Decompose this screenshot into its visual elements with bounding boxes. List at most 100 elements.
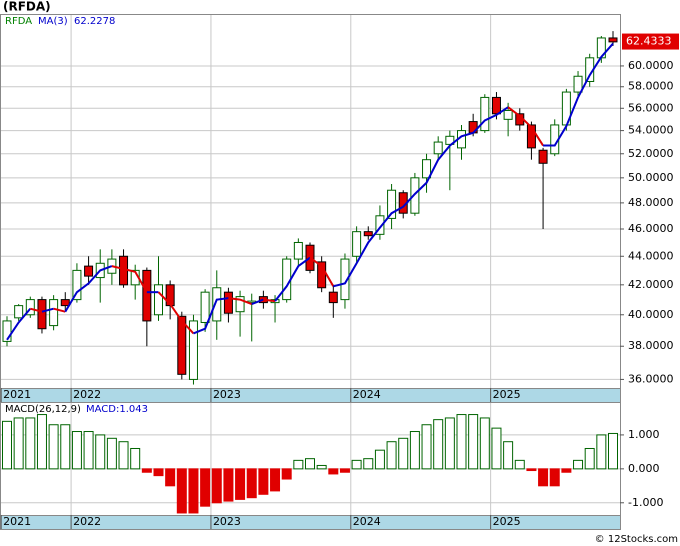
- macd-bar: [584, 447, 595, 470]
- candle-body: [60, 299, 70, 307]
- ma-line: [251, 298, 264, 306]
- ma-line: [157, 291, 195, 335]
- macd-bar: [270, 468, 281, 492]
- macd-legend-value: MACD:1.043: [86, 404, 148, 415]
- candle-body: [608, 37, 618, 43]
- macd-bar: [596, 434, 607, 470]
- macd-bar: [573, 459, 584, 470]
- y-tick-label: 40.0000: [628, 308, 674, 321]
- macd-bar: [433, 419, 444, 470]
- ma-line: [228, 297, 253, 306]
- macd-bar: [60, 424, 71, 470]
- y-tick-label: 52.0000: [628, 147, 674, 160]
- ma-line: [263, 298, 276, 303]
- last-price-label: 62.4333: [626, 35, 672, 48]
- macd-bar: [514, 459, 525, 470]
- y-tick-label: 54.0000: [628, 124, 674, 137]
- footer: © 12Stocks.com: [595, 534, 678, 545]
- macd-bar: [468, 414, 479, 470]
- macd-bar: [153, 468, 164, 477]
- ma-line: [333, 106, 509, 288]
- candle-body: [72, 269, 82, 301]
- y-tick-label: 58.0000: [628, 80, 674, 93]
- x-tick-label: 2025: [493, 515, 521, 528]
- macd-bar: [328, 468, 339, 475]
- y-tick-label: 46.0000: [628, 222, 674, 235]
- macd-bar: [188, 468, 199, 514]
- candle-body: [293, 241, 303, 260]
- candle-body: [433, 141, 443, 155]
- y-tick-label: 50.0000: [628, 171, 674, 184]
- macd-bar: [106, 437, 117, 470]
- macd-bar: [95, 434, 106, 470]
- y-tick-label: 0.000: [628, 462, 660, 475]
- y-tick-label: -1.000: [628, 496, 663, 509]
- candle-body: [387, 189, 397, 219]
- macd-bar: [130, 447, 141, 470]
- candle-body: [573, 75, 583, 93]
- macd-bar: [456, 414, 467, 470]
- candle-body: [84, 265, 94, 277]
- macd-bar: [363, 458, 374, 470]
- y-tick-label: 48.0000: [628, 196, 674, 209]
- macd-bar: [83, 431, 94, 470]
- candle-body: [526, 124, 536, 149]
- candle-body: [235, 296, 245, 313]
- candle-body: [352, 231, 362, 257]
- macd-bar: [2, 420, 12, 470]
- macd-bar: [561, 468, 572, 473]
- legend-ma-value: 62.2278: [74, 16, 115, 27]
- macd-bar: [409, 431, 420, 470]
- macd-bar: [479, 417, 490, 470]
- x-tick-label: 2024: [353, 388, 381, 401]
- x-tick-label: 2025: [493, 388, 521, 401]
- macd-bar: [526, 468, 537, 472]
- y-tick-label: 56.0000: [628, 101, 674, 114]
- macd-bar: [386, 441, 397, 470]
- macd-bar: [339, 468, 350, 473]
- ma-line: [64, 265, 113, 313]
- ma-line: [543, 42, 614, 147]
- x-tick-label: 2024: [353, 515, 381, 528]
- candle-body: [212, 287, 222, 322]
- macd-bar: [293, 459, 304, 470]
- ma-line: [507, 106, 544, 147]
- macd-bar: [281, 468, 292, 480]
- macd-bar: [503, 441, 514, 470]
- macd-bar: [176, 468, 187, 514]
- macd-x-axis: [0, 515, 621, 530]
- candle-body: [25, 299, 35, 316]
- macd-bar: [491, 427, 502, 470]
- macd-bar: [200, 468, 211, 507]
- candle-body: [282, 258, 292, 301]
- macd-bar: [351, 459, 362, 470]
- x-tick-label: 2023: [213, 515, 241, 528]
- candle-body: [422, 159, 432, 179]
- macd-bar: [118, 441, 129, 470]
- macd-bar: [25, 417, 36, 470]
- candle-body: [340, 258, 350, 301]
- x-tick-label: 2023: [213, 388, 241, 401]
- candle-body: [200, 291, 210, 323]
- candle-body: [177, 315, 187, 375]
- macd-bar: [398, 437, 409, 470]
- candle-body: [223, 291, 233, 314]
- ma-line: [53, 307, 66, 313]
- macd-bar: [13, 417, 24, 470]
- x-tick-label: 2022: [73, 515, 101, 528]
- macd-bar: [48, 424, 59, 470]
- macd-bar: [608, 432, 618, 470]
- macd-bar: [165, 468, 176, 487]
- candle-body: [491, 96, 501, 115]
- y-tick-label: 36.0000: [628, 372, 674, 385]
- macd-title: MACD(26,12,9): [5, 404, 81, 415]
- candle-body: [188, 320, 198, 380]
- macd-bar: [538, 468, 549, 487]
- macd-bar: [305, 458, 315, 470]
- candle-body: [480, 96, 490, 132]
- macd-bar: [223, 468, 234, 502]
- x-tick-label: 2021: [3, 515, 31, 528]
- macd-bar: [246, 468, 257, 499]
- x-tick-label: 2021: [3, 388, 31, 401]
